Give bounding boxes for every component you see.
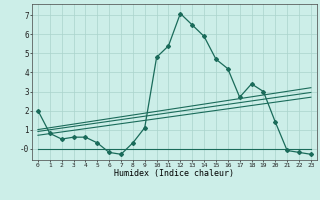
X-axis label: Humidex (Indice chaleur): Humidex (Indice chaleur) bbox=[115, 169, 234, 178]
